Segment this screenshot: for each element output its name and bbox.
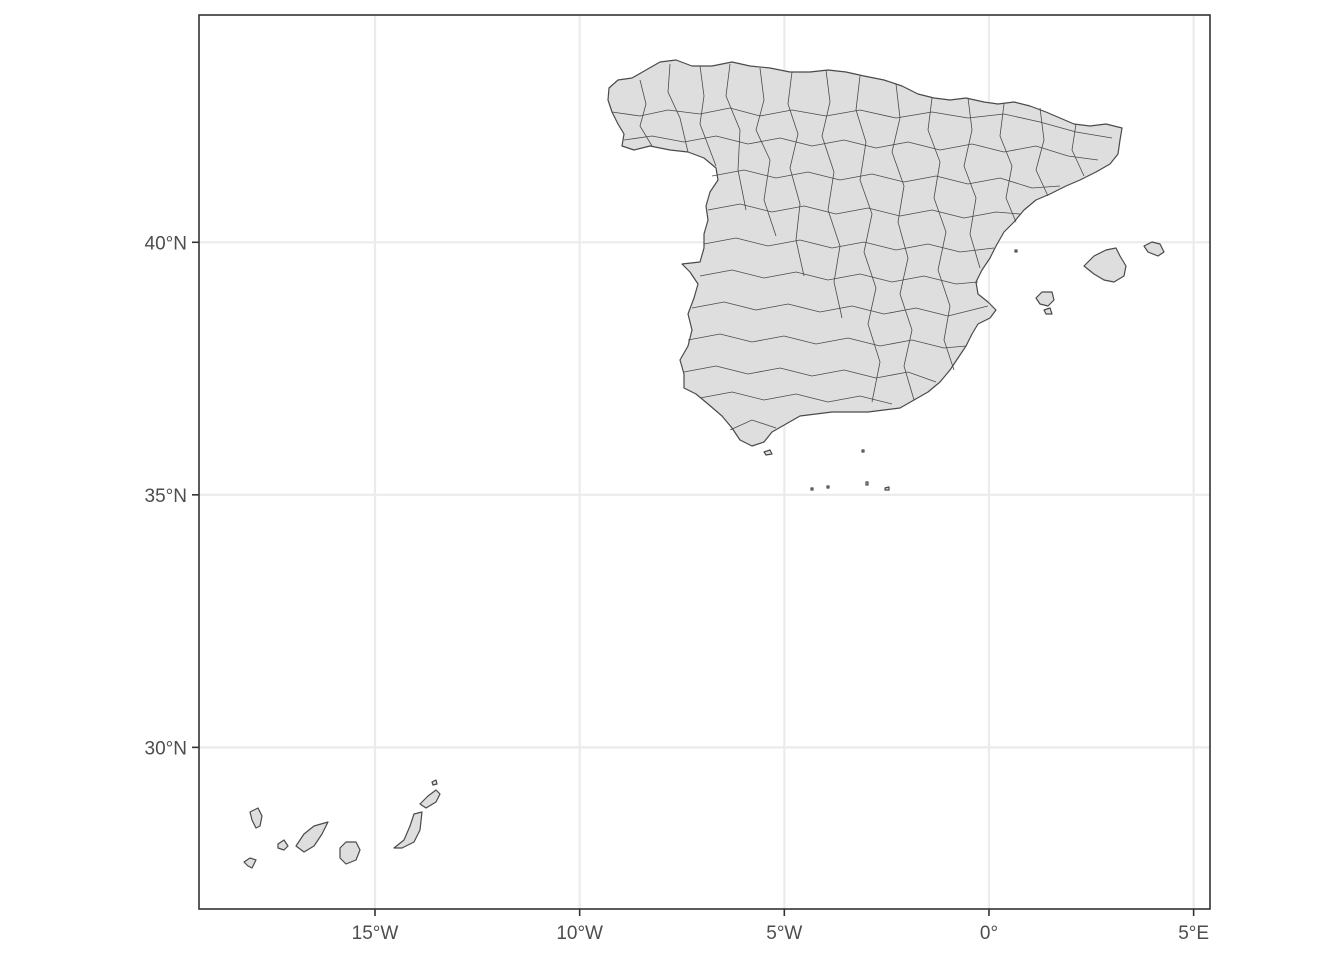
chafarinas-islet bbox=[861, 449, 865, 453]
menorca-island bbox=[1143, 241, 1165, 257]
tenerife-island bbox=[295, 821, 329, 853]
x-tick-label: 0° bbox=[980, 923, 998, 944]
mallorca-island bbox=[1083, 247, 1127, 283]
axes: 15°W 10°W 5°W 0° 5°E 30°N 35°N 40°N bbox=[145, 233, 1210, 944]
y-tick-label: 30°N bbox=[145, 738, 187, 759]
y-tick-label: 40°N bbox=[145, 233, 187, 254]
panel-border bbox=[198, 14, 1211, 910]
x-tick-label: 15°W bbox=[352, 923, 399, 944]
alboran-islet bbox=[865, 481, 869, 486]
municipality-boundaries bbox=[611, 63, 1113, 431]
fuerteventura-island bbox=[393, 811, 423, 849]
gran-canaria-island bbox=[339, 841, 361, 865]
x-tick-label: 5°W bbox=[766, 923, 802, 944]
ceuta bbox=[763, 449, 773, 456]
ibiza-island bbox=[1035, 291, 1055, 307]
mainland-spain bbox=[607, 59, 1123, 447]
melilla bbox=[884, 486, 890, 491]
columbretes-islet bbox=[1014, 249, 1018, 253]
y-tick-label: 35°N bbox=[145, 486, 187, 507]
x-tick-label: 5°E bbox=[1178, 923, 1209, 944]
formentera-island bbox=[1043, 307, 1053, 315]
la-palma-island bbox=[249, 807, 263, 829]
el-hierro-island bbox=[243, 857, 257, 869]
la-gomera-island bbox=[277, 839, 289, 851]
la-graciosa-island bbox=[431, 779, 438, 786]
velez-islet bbox=[810, 487, 814, 491]
lanzarote-island bbox=[419, 789, 441, 809]
x-tick-label: 10°W bbox=[556, 923, 603, 944]
alhucemas-islet bbox=[826, 485, 830, 489]
